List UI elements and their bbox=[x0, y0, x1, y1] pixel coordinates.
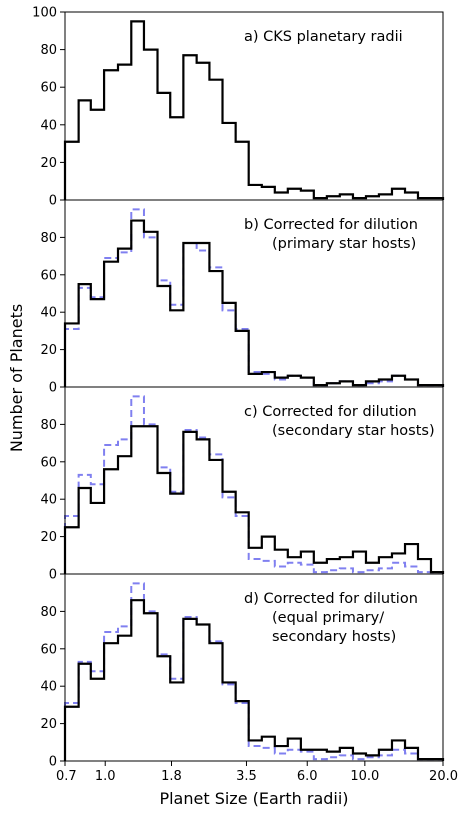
y-tick-label: 80 bbox=[40, 605, 57, 620]
y-tick-label: 20 bbox=[40, 530, 57, 545]
y-tick-label: 100 bbox=[32, 6, 57, 21]
y-tick-label: 0 bbox=[49, 755, 57, 770]
panel-b: 0 20 40 60 80 b) Corrected for dilution (prima… bbox=[40, 199, 445, 396]
y-tick-label: 60 bbox=[40, 455, 57, 470]
panel-annotation-line: c) Corrected for dilution bbox=[244, 404, 417, 420]
y-tick-label: 60 bbox=[40, 81, 57, 96]
panel-annotation-line: (equal primary/ bbox=[272, 610, 384, 626]
reference-histogram-series-0 bbox=[64, 582, 444, 761]
y-tick-label: 0 bbox=[49, 194, 57, 209]
histogram-series-1 bbox=[63, 599, 445, 761]
y-tick-label: 60 bbox=[40, 642, 57, 657]
y-tick-label: 20 bbox=[40, 156, 57, 171]
reference-histogram-series-0 bbox=[64, 395, 444, 574]
histogram-series-1 bbox=[63, 219, 445, 387]
y-tick-label: 20 bbox=[40, 343, 57, 358]
panels: 0 20 40 60 80 100 a) CKS planetary radii 0 20 40 6… bbox=[32, 6, 458, 785]
panel-frame bbox=[64, 573, 444, 762]
y-axis-title: Number of Planets bbox=[7, 304, 26, 452]
x-tick-label: 0.7 bbox=[56, 769, 77, 784]
panel-annotation-line: d) Corrected for dilution bbox=[244, 591, 418, 607]
y-tick-label: 0 bbox=[49, 381, 57, 396]
y-tick-label: 20 bbox=[40, 717, 57, 732]
x-tick-label: 3.5 bbox=[236, 769, 257, 784]
panel-annotation-line: (primary star hosts) bbox=[272, 236, 416, 252]
x-tick-label: 6.0 bbox=[297, 769, 318, 784]
y-tick-label: 80 bbox=[40, 418, 57, 433]
y-tick-label: 40 bbox=[40, 306, 57, 321]
histogram-series-1 bbox=[63, 425, 445, 574]
panel-a: 0 20 40 60 80 100 a) CKS planetary radii bbox=[32, 6, 445, 209]
panel-annotation-line: a) CKS planetary radii bbox=[244, 29, 403, 45]
panel-annotation-line: (secondary star hosts) bbox=[272, 423, 435, 439]
x-tick-label: 20.0 bbox=[429, 769, 458, 784]
y-tick-label: 40 bbox=[40, 680, 57, 695]
x-tick-label: 1.0 bbox=[95, 769, 116, 784]
y-tick-label: 80 bbox=[40, 43, 57, 58]
y-tick-label: 40 bbox=[40, 118, 57, 133]
x-tick-label: 10.0 bbox=[350, 769, 379, 784]
y-tick-label: 0 bbox=[49, 568, 57, 583]
panel-annotation-line: b) Corrected for dilution bbox=[244, 217, 418, 233]
y-tick-label: 40 bbox=[40, 493, 57, 508]
x-tick-label: 1.8 bbox=[161, 769, 182, 784]
panel-annotation-line: secondary hosts) bbox=[272, 629, 396, 645]
panel-c: 0 20 40 60 80 c) Corrected for dilution (secon… bbox=[40, 386, 445, 583]
y-tick-label: 60 bbox=[40, 268, 57, 283]
panel-d: 0 20 40 60 80 0.7 1.0 1.8 3.5 6.0 10.0 20.0 d) Corre… bbox=[40, 573, 458, 784]
y-tick-label: 80 bbox=[40, 231, 57, 246]
histogram-series-0 bbox=[63, 20, 445, 200]
x-axis-title: Planet Size (Earth radii) bbox=[159, 789, 348, 808]
